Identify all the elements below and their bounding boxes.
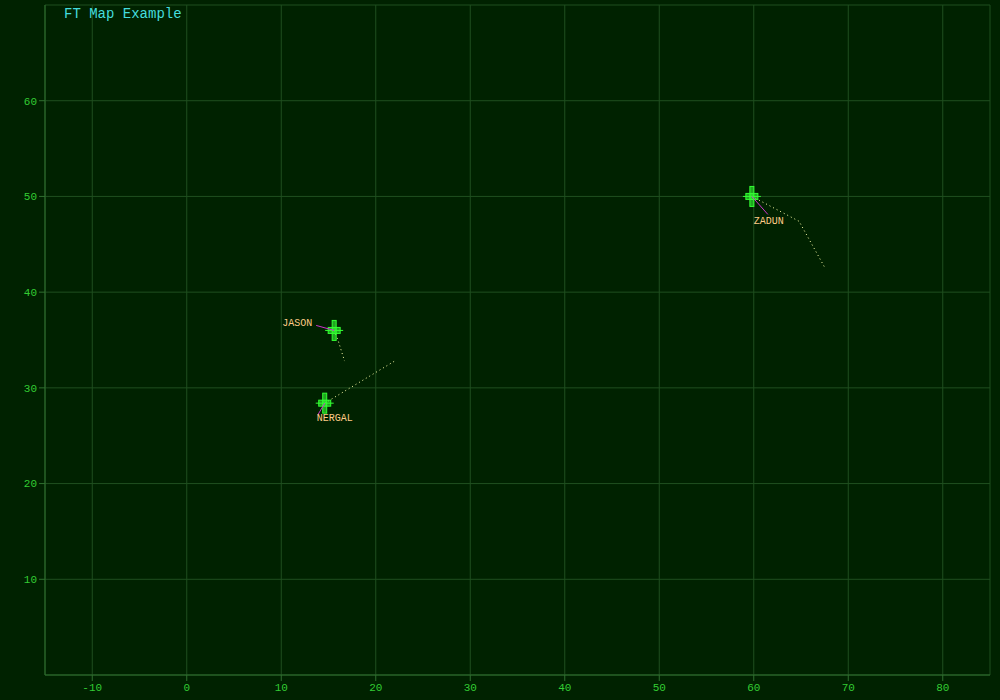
html-text:FT Map Example: FT Map Example: [64, 6, 182, 22]
svg-text:-10: -10: [82, 682, 102, 694]
svg-text:80: 80: [936, 682, 949, 694]
svg-text:60: 60: [747, 682, 760, 694]
svg-text:30: 30: [464, 682, 477, 694]
svg-text:10: 10: [24, 574, 37, 586]
svg-text:10: 10: [275, 682, 288, 694]
svg-text:40: 40: [558, 682, 571, 694]
svg-text:0: 0: [183, 682, 190, 694]
svg-text:50: 50: [653, 682, 666, 694]
svg-text:ZADUN: ZADUN: [754, 216, 784, 227]
svg-text:50: 50: [24, 191, 37, 203]
svg-text:20: 20: [24, 478, 37, 490]
svg-text:20: 20: [369, 682, 382, 694]
svg-text:60: 60: [24, 96, 37, 108]
svg-text:40: 40: [24, 287, 37, 299]
svg-text:JASON: JASON: [282, 318, 312, 329]
svg-text:NERGAL: NERGAL: [317, 413, 353, 424]
svg-text:30: 30: [24, 383, 37, 395]
svg-text:70: 70: [842, 682, 855, 694]
